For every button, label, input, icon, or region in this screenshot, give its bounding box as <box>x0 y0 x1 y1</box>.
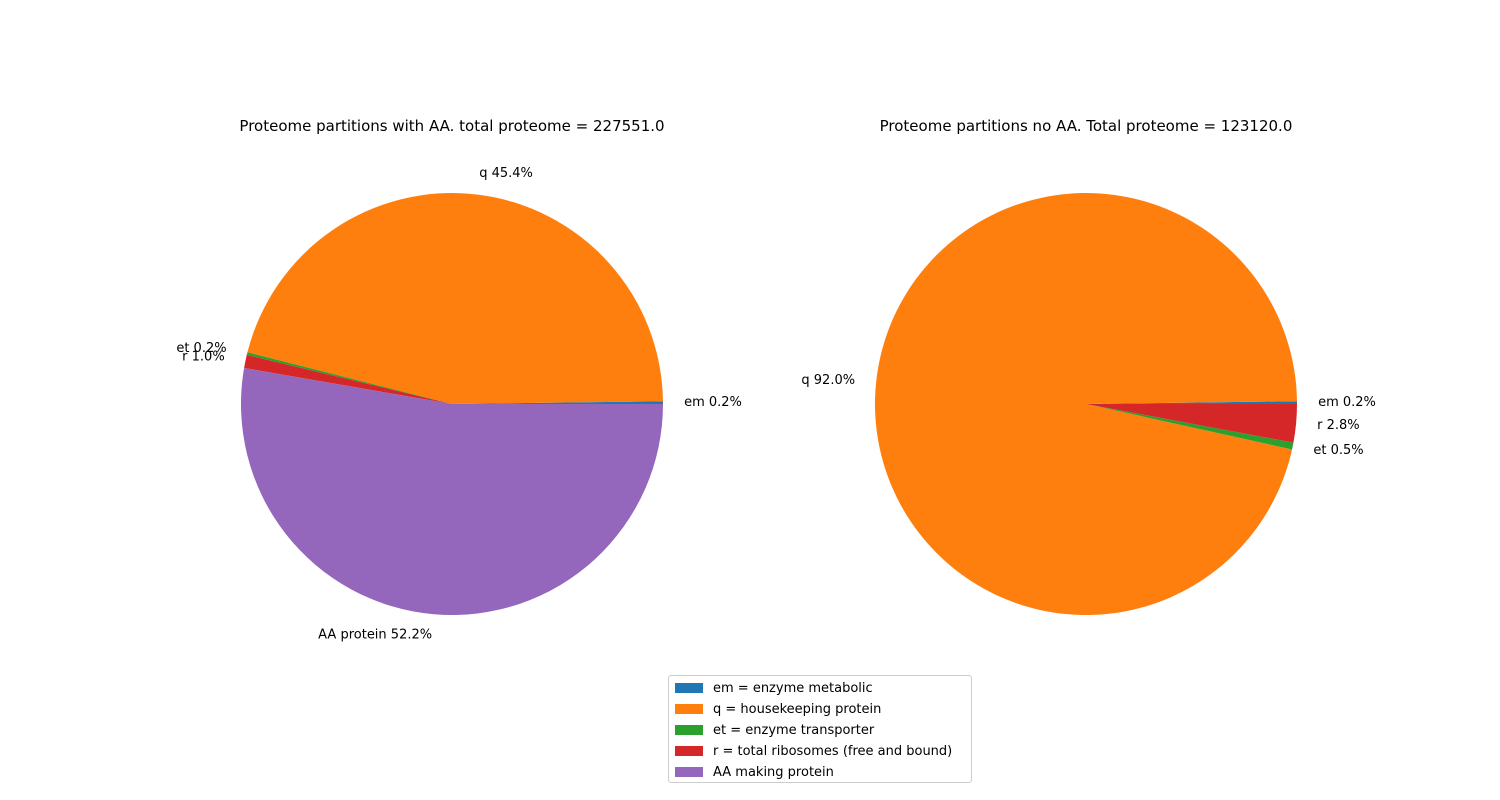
legend-item-aa: AA making protein <box>675 763 834 781</box>
slice-label-et: et 0.2% <box>176 341 226 356</box>
slice-label-r: r 1.0% <box>182 350 225 365</box>
pie-chart-no-aa: Proteome partitions no AA. Total proteom… <box>801 117 1376 616</box>
legend-swatch-r <box>675 746 703 756</box>
legend-swatch-aa <box>675 767 703 777</box>
legend-label: et = enzyme transporter <box>713 722 875 738</box>
legend-swatch-et <box>675 725 703 735</box>
pie-slice-r <box>244 354 452 404</box>
slice-label-q: q 92.0% <box>801 373 855 388</box>
slice-label-r: r 2.8% <box>1317 418 1360 433</box>
legend-item-em: em = enzyme metabolic <box>675 679 873 697</box>
legend-label: q = housekeeping protein <box>713 701 882 717</box>
pie-slice-q <box>247 193 663 404</box>
legend-item-r: r = total ribosomes (free and bound) <box>675 742 952 760</box>
legend: em = enzyme metabolic q = housekeeping p… <box>668 675 972 783</box>
slice-label-et: et 0.5% <box>1313 443 1363 458</box>
slice-label-em: em 0.2% <box>684 395 742 410</box>
slice-label-q: q 45.4% <box>479 166 533 181</box>
pie-slice-q <box>874 193 1297 616</box>
legend-label: AA making protein <box>713 764 834 780</box>
slice-label-aa: AA protein 52.2% <box>318 628 432 643</box>
chart-title: Proteome partitions with AA. total prote… <box>239 117 664 135</box>
pie-chart-with-aa: Proteome partitions with AA. total prote… <box>176 117 742 643</box>
chart-title: Proteome partitions no AA. Total proteom… <box>880 117 1293 135</box>
legend-swatch-q <box>675 704 703 714</box>
pie-slice-r <box>1086 404 1297 443</box>
pie-slice-aa <box>241 368 663 615</box>
pie-slice-et <box>1086 404 1294 450</box>
pie-slice-et <box>246 352 452 404</box>
slice-label-em: em 0.2% <box>1318 395 1376 410</box>
pie-slice-em <box>452 401 663 404</box>
pie-slice-em <box>1086 401 1297 404</box>
legend-item-et: et = enzyme transporter <box>675 721 874 739</box>
legend-swatch-em <box>675 683 703 693</box>
legend-label: em = enzyme metabolic <box>713 680 873 696</box>
legend-item-q: q = housekeeping protein <box>675 700 881 718</box>
legend-label: r = total ribosomes (free and bound) <box>713 743 953 759</box>
